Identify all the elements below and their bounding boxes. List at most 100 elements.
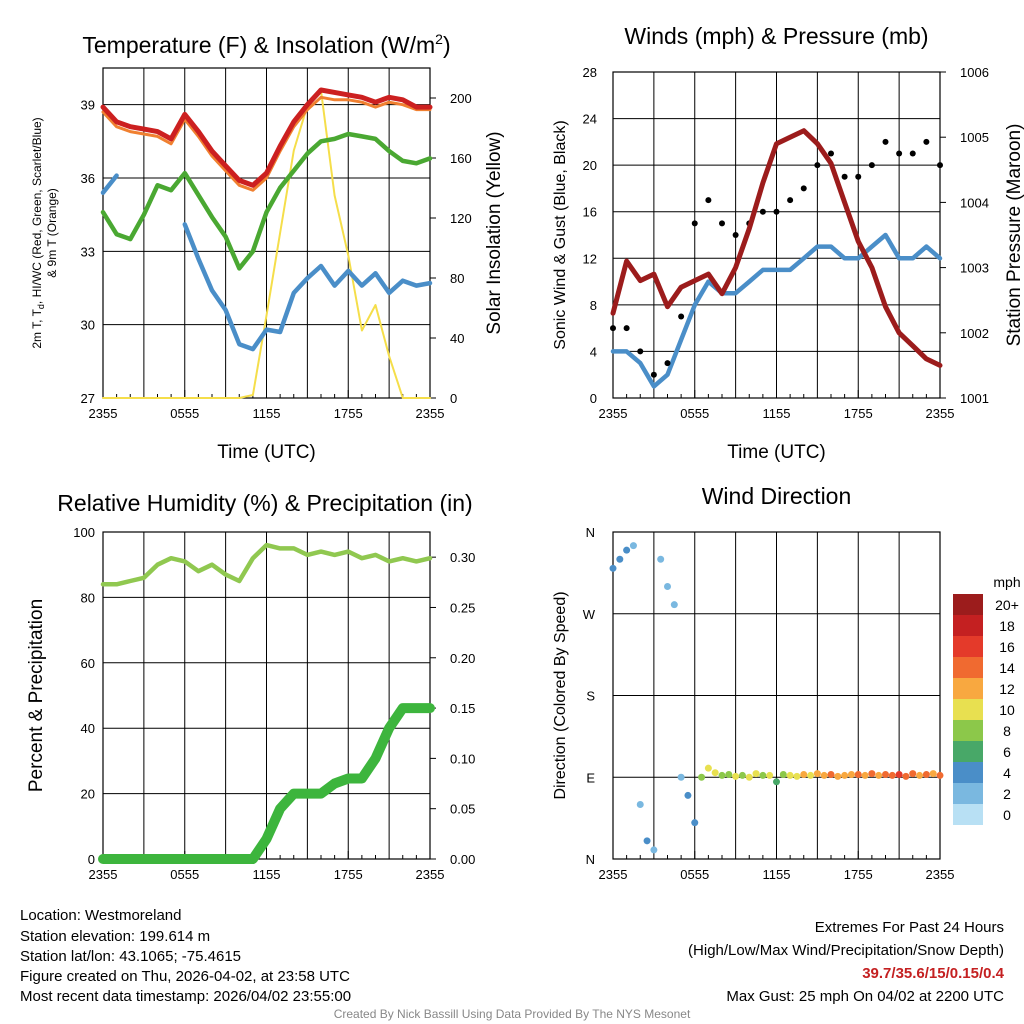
recent-data-text: Most recent data timestamp: 2026/04/02 2… [20, 988, 352, 1005]
rh-precip-line [98, 703, 435, 864]
dir-point [718, 771, 726, 779]
wind-gust-point [855, 173, 862, 180]
wind-gust-point [705, 197, 712, 204]
temp-chart-title-sup: 2 [435, 31, 443, 47]
extremes-title: Extremes For Past 24 Hours [814, 919, 1004, 936]
rh-y-tick-label: 80 [81, 590, 95, 605]
wind-x-tick-label: 1755 [844, 406, 873, 421]
rh-y2-tick-label: 0.10 [450, 751, 475, 766]
wind-y-tick-label: 8 [590, 298, 597, 313]
dir-point [759, 771, 767, 779]
wind-gust-point [759, 208, 766, 215]
rh-x-tick-label: 1755 [334, 867, 363, 882]
wind-sonic-line [610, 232, 943, 389]
rh-y-axis-label: Percent & Precipitation [26, 599, 47, 792]
dir-legend-swatch [953, 594, 983, 615]
dir-point [698, 773, 706, 781]
temp-x-tick-label: 2355 [89, 406, 118, 421]
dir-point [807, 771, 815, 779]
temp-x-tick-label: 2355 [416, 406, 445, 421]
dir-legend-swatch [953, 741, 983, 762]
dir-x-tick-label: 2355 [926, 867, 955, 882]
temp-y-tick-label: 39 [81, 98, 95, 113]
rh-x-tick-label: 2355 [89, 867, 118, 882]
temp-y-axis-label: 2m T, Td, HI/WC (Red, Green, Scarlet/Blu… [30, 117, 46, 348]
temp-y-tick-label: 30 [81, 318, 95, 333]
temp-y-tick-label: 27 [81, 391, 95, 406]
wind-gust-point [623, 325, 630, 332]
temp-y2-tick-label: 120 [450, 211, 472, 226]
temp-y-axis-label-part: 2m T, T [30, 308, 44, 348]
temp-series-td-line [100, 131, 433, 271]
wind-x-tick-label: 1155 [763, 406, 791, 421]
temp-y-axis-label-part: , HI/WC (Red, Green, Scarlet/Blue) [30, 117, 44, 304]
dir-legend-swatch [953, 657, 983, 678]
dir-y-tick-label: E [586, 770, 595, 785]
temp-y-axis-label-line2: & 9m T (Orange) [45, 188, 59, 278]
wind-gust-point [610, 325, 616, 332]
wind-y2-tick-label: 1004 [960, 195, 989, 210]
dir-point [827, 771, 835, 779]
wind-x-tick-label: 2355 [926, 406, 955, 421]
rh-x-tick-label: 1155 [253, 867, 281, 882]
dir-point [609, 564, 617, 572]
wind-gust-point [937, 162, 943, 169]
rh-humidity-line [100, 542, 433, 587]
extremes-subtitle: (High/Low/Max Wind/Precipitation/Snow De… [688, 942, 1004, 959]
wind-y2-tick-label: 1005 [960, 130, 989, 145]
wind-gust-point [800, 185, 807, 192]
dir-legend-title: mph [993, 574, 1020, 590]
dir-y-tick-label: W [583, 607, 596, 622]
wind-gust-point [828, 150, 834, 157]
dir-point [922, 771, 930, 779]
credit-text: Created By Nick Bassill Using Data Provi… [333, 1007, 691, 1021]
wind-gust-point [841, 173, 848, 180]
rh-y-tick-label: 20 [81, 787, 95, 802]
wind-gust-point [678, 313, 685, 320]
temp-chart-title: Temperature (F) & Insolation (W/m2) [82, 31, 450, 58]
dir-legend-swatch [953, 699, 983, 720]
dir-point [786, 771, 794, 779]
wind-gust-point [773, 208, 780, 215]
wind-y2-axis-label: Station Pressure (Maroon) [1004, 124, 1024, 347]
wind-y2-tick-label: 1003 [960, 261, 989, 276]
wind-y-tick-label: 4 [590, 344, 597, 359]
dir-point [902, 772, 910, 780]
wind-gust-point [882, 138, 889, 145]
dir-legend-label: 18 [999, 618, 1015, 634]
rh-y2-tick-label: 0.25 [450, 600, 475, 615]
temp-chart-title-close: ) [443, 32, 451, 58]
dir-legend-swatch [953, 615, 983, 636]
temp-y2-tick-label: 200 [450, 91, 472, 106]
extremes-values: 39.7/35.6/15/0.15/0.4 [862, 965, 1004, 982]
wind-gust-point [923, 138, 930, 145]
temp-y2-tick-label: 0 [450, 391, 457, 406]
dir-point [725, 771, 733, 779]
wind-gust-point [719, 220, 725, 227]
dir-y-axis-label: Direction (Colored By Speed) [552, 591, 569, 799]
dir-point [847, 771, 855, 779]
wind-gust-point [868, 162, 875, 169]
dir-legend-label: 8 [1003, 723, 1011, 739]
wind-gust-point [896, 150, 903, 157]
temp-y-axis-label-sub: d [36, 304, 46, 309]
dir-legend-swatch [953, 720, 983, 741]
temp-y-tick-label: 33 [81, 244, 95, 259]
dir-x-tick-label: 1155 [763, 867, 791, 882]
dir-point [861, 771, 869, 779]
wind-pressure-line [610, 128, 943, 368]
dir-legend-label: 4 [1003, 765, 1011, 781]
elevation-text: Station elevation: 199.614 m [20, 928, 211, 945]
dir-point [732, 772, 740, 780]
dir-point [643, 837, 651, 845]
dir-point [895, 771, 903, 779]
dir-legend-label: 20+ [995, 597, 1019, 613]
dir-point [616, 555, 624, 563]
dir-legend-label: 0 [1003, 807, 1011, 823]
dir-point [711, 769, 719, 777]
temp-y2-axis-label: Solar Insolation (Yellow) [484, 131, 505, 334]
dir-legend-label: 10 [999, 702, 1015, 718]
dir-legend-label: 16 [999, 639, 1015, 655]
dir-point [854, 771, 862, 779]
